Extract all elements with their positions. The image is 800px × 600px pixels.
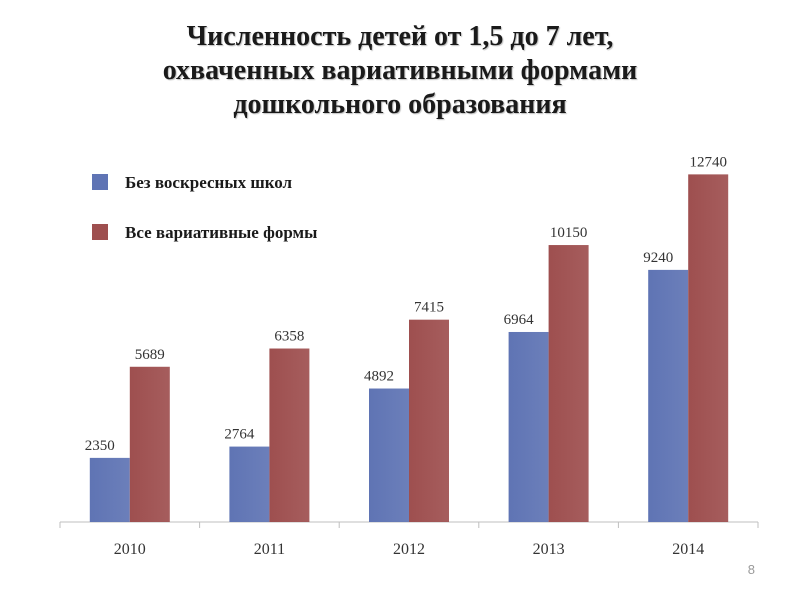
title-line-1: Численность детей от 1,5 до 7 лет, xyxy=(186,21,614,52)
bar-series2 xyxy=(269,348,310,522)
x-tick-label: 2014 xyxy=(672,541,704,558)
bar-series1 xyxy=(508,331,549,522)
bar-series2 xyxy=(409,319,449,522)
bar-series1 xyxy=(229,446,270,522)
x-tick-label: 2012 xyxy=(393,541,425,558)
bar-series2 xyxy=(688,174,729,522)
x-tick-label: 2010 xyxy=(114,541,146,558)
legend-swatch xyxy=(92,174,108,190)
x-tick-label: 2013 xyxy=(533,541,565,558)
bar-series2 xyxy=(548,245,589,523)
legend-label: Без воскресных школ xyxy=(125,173,293,192)
bar-series2 xyxy=(129,366,170,522)
x-tick-label: 2011 xyxy=(254,541,285,558)
data-label: 10150 xyxy=(550,225,588,241)
page-number: 8 xyxy=(747,562,755,577)
data-label: 6964 xyxy=(504,312,535,328)
data-label: 4892 xyxy=(364,369,394,385)
data-label: 5689 xyxy=(135,347,165,363)
data-label: 7415 xyxy=(414,300,444,316)
data-label: 2764 xyxy=(224,427,255,443)
legend-label: Все вариативные формы xyxy=(125,223,317,242)
title-line-2: охваченных вариативными формами xyxy=(162,55,638,86)
data-label: 9240 xyxy=(643,250,673,266)
data-label: 2350 xyxy=(85,438,115,454)
bar-series1 xyxy=(89,457,130,522)
chart-title: Численность детей от 1,5 до 7 лет, охвач… xyxy=(0,20,800,122)
data-label: 6358 xyxy=(274,329,304,345)
bar-series1 xyxy=(369,388,409,522)
bar-series1 xyxy=(648,269,689,522)
data-label: 12740 xyxy=(689,154,727,170)
title-line-3: дошкольного образования xyxy=(233,89,567,120)
legend-swatch xyxy=(92,224,108,240)
